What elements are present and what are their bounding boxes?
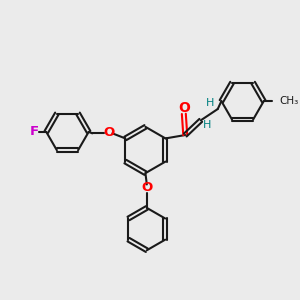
Text: CH₃: CH₃ [279, 96, 298, 106]
Text: O: O [103, 126, 115, 139]
Text: O: O [178, 100, 190, 115]
Text: H: H [206, 98, 214, 108]
Text: O: O [141, 181, 152, 194]
Text: H: H [203, 120, 211, 130]
Text: F: F [30, 125, 39, 138]
